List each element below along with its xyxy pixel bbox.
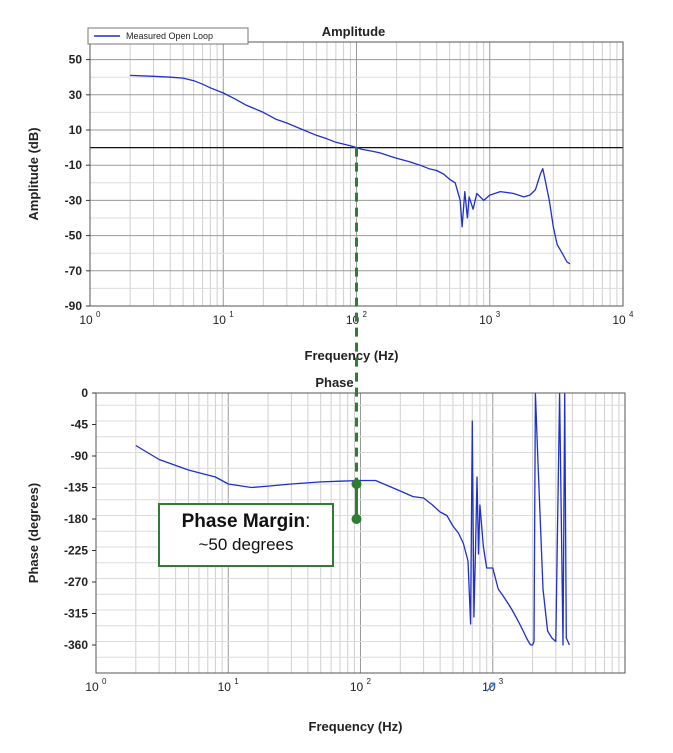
phase-margin-value: ~50 degrees	[198, 535, 294, 554]
x-axis-label: Frequency (Hz)	[309, 719, 403, 734]
y-tick-label: -270	[64, 575, 88, 589]
y-tick-label: -225	[64, 544, 88, 558]
phase-margin-title: Phase Margin:	[181, 511, 311, 532]
legend-label: Measured Open Loop	[126, 31, 213, 41]
y-tick-label: -315	[64, 607, 88, 621]
x-tick-exponent: 2	[367, 677, 372, 686]
y-tick-label: -45	[71, 418, 89, 432]
y-tick-label: -360	[64, 638, 88, 652]
x-tick-exponent: 1	[229, 310, 234, 319]
x-tick-exponent: 0	[96, 310, 101, 319]
x-tick-label: 10	[479, 313, 493, 327]
x-tick-label: 10	[218, 680, 232, 694]
chart-title: Phase	[315, 375, 353, 390]
y-tick-label: -30	[65, 193, 83, 207]
chart-title: Amplitude	[322, 24, 386, 39]
y-tick-label: 0	[81, 386, 88, 400]
x-tick-label: 10	[482, 680, 496, 694]
stray-glyph: ↗	[484, 679, 497, 696]
x-tick-label: 10	[213, 313, 227, 327]
x-tick-exponent: 1	[234, 677, 239, 686]
y-tick-label: -135	[64, 481, 88, 495]
y-tick-label: 10	[69, 123, 83, 137]
legend: Measured Open Loop	[87, 27, 249, 45]
y-tick-label: -180	[64, 512, 88, 526]
x-tick-exponent: 0	[102, 677, 107, 686]
y-tick-label: -50	[65, 229, 83, 243]
x-axis-label: Frequency (Hz)	[305, 348, 399, 363]
y-axis-label: Amplitude (dB)	[26, 127, 41, 220]
y-tick-label: -70	[65, 264, 83, 278]
series-line	[135, 392, 570, 646]
x-tick-label: 10	[79, 313, 93, 327]
legend-box	[87, 27, 249, 45]
y-tick-label: 30	[69, 88, 83, 102]
grid	[89, 41, 623, 307]
x-tick-label: 10	[612, 313, 626, 327]
y-tick-label: -10	[65, 158, 83, 172]
x-tick-exponent: 3	[499, 677, 504, 686]
phase-margin-callout: Phase Margin: ~50 degrees	[158, 503, 334, 567]
plot-frame	[95, 392, 626, 674]
phase-margin-top-marker	[351, 479, 362, 489]
phase-margin-bottom-marker	[351, 514, 362, 524]
x-tick-exponent: 4	[629, 310, 634, 319]
y-tick-label: -90	[71, 449, 89, 463]
x-tick-exponent: 3	[496, 310, 501, 319]
x-tick-label: 10	[350, 680, 364, 694]
x-tick-label: 10	[85, 680, 99, 694]
y-axis-label: Phase (degrees)	[26, 483, 41, 583]
x-tick-exponent: 2	[363, 310, 368, 319]
y-tick-label: 50	[69, 53, 83, 67]
y-tick-label: -90	[65, 299, 83, 313]
series-line	[130, 74, 571, 265]
phase-margin-guides: ↗	[351, 147, 497, 696]
